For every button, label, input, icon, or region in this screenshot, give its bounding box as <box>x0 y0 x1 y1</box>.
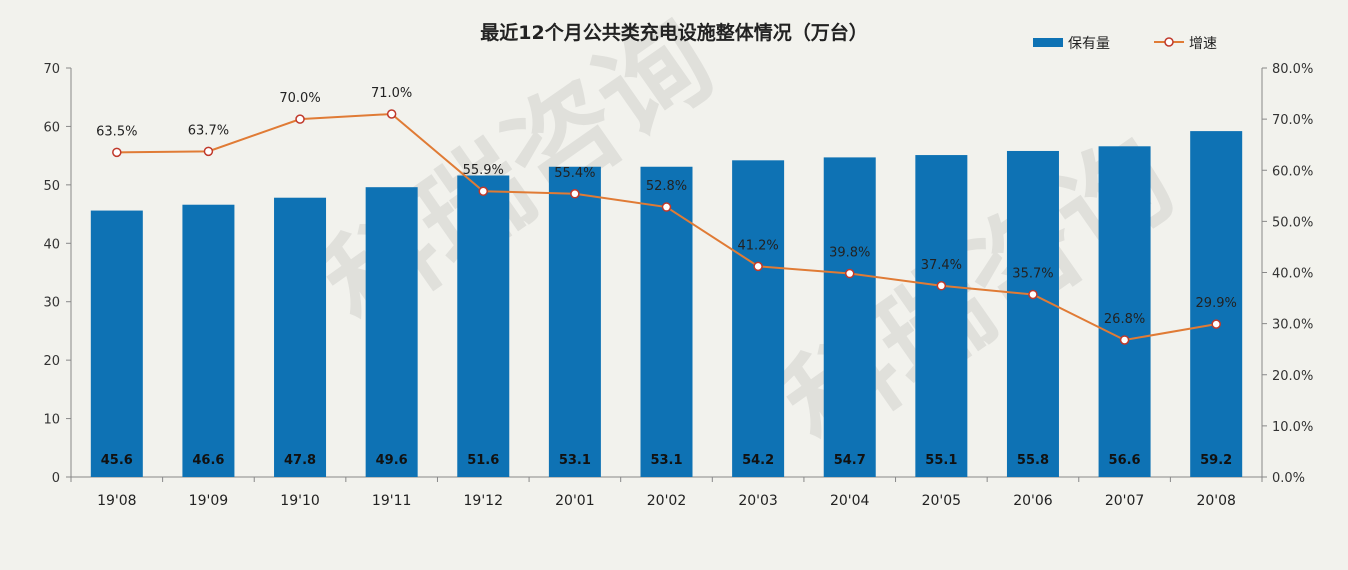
y-right-tick-label: 40.0% <box>1272 267 1313 282</box>
chart-title: 最近12个月公共类充电设施整体情况（万台） <box>480 21 867 44</box>
line-point <box>1211 319 1221 329</box>
line-point <box>753 261 763 272</box>
line-value-label: 55.4% <box>554 166 595 181</box>
x-tick-label: 19'09 <box>189 493 228 509</box>
y-left-tick-label: 70 <box>43 62 60 77</box>
bar-value-label: 47.8 <box>284 453 316 468</box>
x-tick-label: 19'08 <box>97 493 136 509</box>
line-point <box>295 114 305 124</box>
bar <box>1190 131 1243 478</box>
legend-swatch-marker <box>1164 37 1174 47</box>
bar-value-label: 49.6 <box>376 453 408 468</box>
bar <box>274 197 327 477</box>
y-left-tick-label: 30 <box>43 296 60 311</box>
bar-value-label: 55.8 <box>1017 453 1049 468</box>
x-tick-label: 20'06 <box>1013 493 1053 509</box>
line-point <box>203 146 214 157</box>
line-value-label: 55.9% <box>463 163 504 178</box>
axes: 0 10 20 30 40 50 60 70 0.0% 10.0% 20.0% 30.0% 40.0% 5… <box>43 62 1313 509</box>
bar-value-label: 54.2 <box>742 453 774 468</box>
line-label-group: 63.5% 63.7% 70.0% 71.0% 55.9% 55.4% 52.8% 41.2%… <box>96 86 1237 327</box>
x-tick-label: 19'11 <box>372 493 411 509</box>
y-left-tick-label: 40 <box>43 237 60 252</box>
bar <box>1006 150 1059 477</box>
y-right-tick-label: 80.0% <box>1272 62 1313 77</box>
legend-swatch-bar <box>1033 38 1063 47</box>
legend-label-line: 增速 <box>1189 36 1217 52</box>
line-value-label: 35.7% <box>1012 266 1053 281</box>
line-point <box>478 186 489 196</box>
bar-value-label: 59.2 <box>1200 453 1232 468</box>
bar <box>732 160 785 477</box>
bar-value-label: 55.1 <box>925 453 957 468</box>
line-value-label: 37.4% <box>921 258 962 273</box>
bar <box>457 175 510 477</box>
line-point <box>661 202 672 212</box>
line-value-label: 63.5% <box>96 124 137 139</box>
y-right-tick-label: 20.0% <box>1272 369 1313 384</box>
bar-value-label: 53.1 <box>650 453 682 468</box>
y-right-tick-label: 70.0% <box>1272 113 1313 128</box>
line-point <box>844 268 855 279</box>
bar <box>1098 146 1151 477</box>
bar <box>640 166 693 477</box>
bar <box>182 204 235 478</box>
line-point <box>1119 335 1130 345</box>
bar <box>90 210 143 477</box>
line-point <box>386 109 397 119</box>
line-value-label: 52.8% <box>646 179 687 194</box>
x-tick-label: 19'12 <box>464 493 503 509</box>
x-tick-label: 20'07 <box>1105 493 1144 509</box>
y-right-tick-label: 50.0% <box>1272 215 1313 230</box>
bar-value-label: 45.6 <box>101 453 133 468</box>
x-tick-label: 20'08 <box>1196 493 1235 509</box>
y-left-tick-label: 20 <box>43 354 60 369</box>
line-series <box>112 109 1221 345</box>
line-point <box>112 147 122 158</box>
line-point <box>1028 289 1038 300</box>
bar-value-label: 51.6 <box>467 453 499 468</box>
bar <box>915 155 968 477</box>
x-tick-label: 20'04 <box>830 493 870 509</box>
legend: 保有量 增速 <box>1033 36 1217 52</box>
line-value-label: 71.0% <box>371 86 412 101</box>
line-point <box>570 189 580 199</box>
line-value-label: 39.8% <box>829 246 870 261</box>
legend-label-bar: 保有量 <box>1068 36 1110 52</box>
x-tick-label: 19'10 <box>280 493 319 509</box>
line-value-label: 63.7% <box>188 123 229 138</box>
bar-value-label: 53.1 <box>559 453 591 468</box>
y-right-tick-label: 30.0% <box>1272 318 1313 333</box>
y-left-tick-label: 10 <box>43 413 60 428</box>
bar-value-label: 56.6 <box>1109 453 1141 468</box>
x-tick-label: 20'05 <box>922 493 961 509</box>
line-point <box>936 281 947 291</box>
line-value-label: 29.9% <box>1196 296 1237 311</box>
bar <box>823 157 876 477</box>
bar-value-label: 46.6 <box>192 453 224 468</box>
line-value-label: 70.0% <box>279 91 320 106</box>
y-right-tick-label: 10.0% <box>1272 420 1313 435</box>
x-tick-label: 20'03 <box>738 493 777 509</box>
y-left-tick-label: 60 <box>43 120 60 135</box>
y-right-tick-label: 60.0% <box>1272 164 1313 179</box>
line-value-label: 41.2% <box>737 238 778 253</box>
y-left-tick-label: 50 <box>43 179 60 194</box>
bar <box>548 166 601 477</box>
y-right-tick-label: 0.0% <box>1272 471 1305 486</box>
bar-label-group: 45.6 46.6 47.8 49.6 51.6 53.1 53.1 54.2 54.7 55.1… <box>101 453 1232 468</box>
bar-series <box>90 131 1243 478</box>
x-tick-label: 20'02 <box>647 493 686 509</box>
x-tick-label: 20'01 <box>555 493 594 509</box>
bar <box>365 187 418 478</box>
line-value-label: 26.8% <box>1104 312 1145 327</box>
bar-value-label: 54.7 <box>834 453 866 468</box>
y-left-tick-label: 0 <box>52 471 60 486</box>
